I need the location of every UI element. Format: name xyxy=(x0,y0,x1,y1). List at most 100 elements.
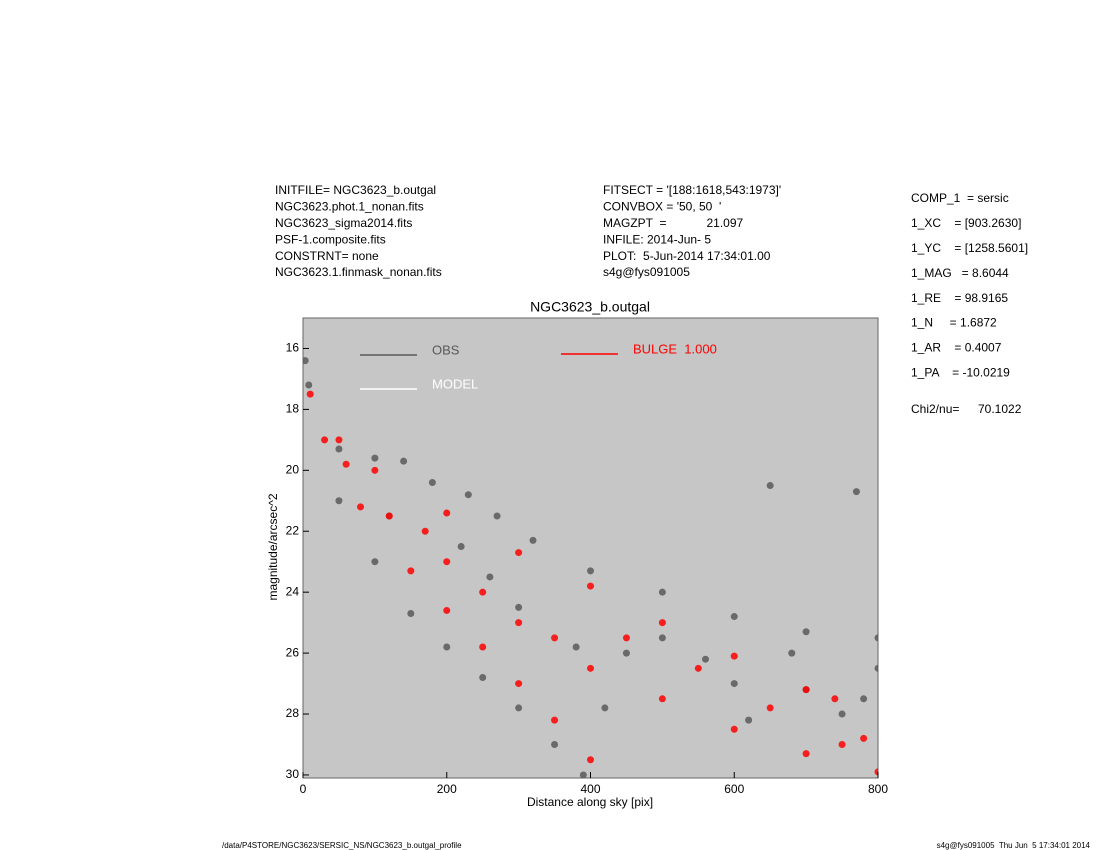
x-axis-label: Distance along sky [pix] xyxy=(527,795,653,809)
header-line: MAGZPT = 21.097 xyxy=(603,216,743,230)
data-point xyxy=(788,649,796,657)
fit-param: COMP_1 = sersic xyxy=(911,191,1009,205)
data-point xyxy=(860,695,868,703)
data-point xyxy=(730,725,738,733)
y-tick-label: 16 xyxy=(286,341,300,355)
data-point xyxy=(587,567,594,575)
data-point xyxy=(515,704,523,712)
data-point xyxy=(587,756,594,764)
y-tick-label: 24 xyxy=(286,584,300,598)
data-point xyxy=(874,768,878,776)
y-axis-label: magnitude/arcsec^2 xyxy=(266,493,280,600)
data-point xyxy=(551,716,559,724)
y-tick-label: 26 xyxy=(286,645,300,659)
data-point xyxy=(371,466,379,474)
y-tick-label: 28 xyxy=(286,706,300,720)
footer-left: /data/P4STORE/NGC3623/SERSIC_NS/NGC3623_… xyxy=(222,841,462,850)
chart-title: NGC3623_b.outgal xyxy=(530,299,650,315)
header-line: PSF-1.composite.fits xyxy=(275,232,386,246)
data-point xyxy=(838,740,846,748)
fit-param: 1_RE = 98.9165 xyxy=(911,291,1008,305)
data-point xyxy=(321,436,329,444)
data-point xyxy=(601,704,609,712)
data-point xyxy=(421,527,429,535)
data-point xyxy=(766,482,774,490)
y-tick-label: 22 xyxy=(286,523,300,537)
header-line: INITFILE= NGC3623_b.outgal xyxy=(275,183,436,197)
x-tick-label: 0 xyxy=(300,782,307,796)
data-point xyxy=(587,664,594,672)
data-point xyxy=(479,643,487,651)
data-point xyxy=(745,716,753,724)
legend-label: MODEL xyxy=(432,376,478,391)
x-tick-label: 400 xyxy=(580,782,600,796)
header-line: s4g@fys091005 xyxy=(603,265,690,279)
x-tick-label: 800 xyxy=(868,782,888,796)
data-point xyxy=(658,588,666,596)
data-point xyxy=(400,457,408,465)
data-point xyxy=(371,454,379,462)
data-point xyxy=(622,634,630,642)
header-line: NGC3623_sigma2014.fits xyxy=(275,216,412,230)
data-point xyxy=(486,573,494,581)
data-point xyxy=(464,491,472,499)
fit-param: 1_PA = -10.0219 xyxy=(911,365,1010,379)
data-point xyxy=(658,695,666,703)
data-point xyxy=(831,695,839,703)
data-point xyxy=(335,497,343,505)
data-point xyxy=(515,680,523,688)
data-point xyxy=(694,664,702,672)
data-point xyxy=(335,445,343,453)
data-point xyxy=(443,643,451,651)
header-line: PLOT: 5-Jun-2014 17:34:01.00 xyxy=(603,249,771,263)
fit-param: 1_N = 1.6872 xyxy=(911,316,997,330)
chi2-value: 70.1022 xyxy=(978,402,1022,416)
data-point xyxy=(852,488,860,496)
x-tick-label: 200 xyxy=(437,782,457,796)
data-point xyxy=(443,558,451,566)
chi2-label: Chi2/nu= xyxy=(911,402,959,416)
header-line: INFILE: 2014-Jun- 5 xyxy=(603,232,711,246)
footer-right: s4g@fys091005 Thu Jun 5 17:34:01 2014 xyxy=(937,841,1091,850)
data-point xyxy=(479,588,487,596)
data-point xyxy=(493,512,501,520)
data-point xyxy=(443,606,451,614)
data-point xyxy=(579,771,587,778)
header-line: CONVBOX = '50, 50 ' xyxy=(603,200,721,214)
data-point xyxy=(515,603,523,611)
legend-label: BULGE 1.000 xyxy=(633,341,717,356)
data-point xyxy=(802,628,810,636)
data-point xyxy=(572,643,580,651)
data-point xyxy=(306,390,314,398)
header-line: NGC3623.phot.1_nonan.fits xyxy=(275,200,424,214)
data-point xyxy=(860,734,868,742)
data-point xyxy=(838,710,846,718)
data-point xyxy=(515,619,523,627)
data-point xyxy=(371,558,379,566)
data-point xyxy=(658,634,666,642)
fit-param: 1_AR = 0.4007 xyxy=(911,341,1002,355)
data-point xyxy=(730,680,738,688)
y-tick-label: 18 xyxy=(286,402,300,416)
data-point xyxy=(702,655,709,663)
data-point xyxy=(551,740,559,748)
data-point xyxy=(730,613,738,621)
data-point xyxy=(874,634,878,642)
header-line: NGC3623.1.finmask_nonan.fits xyxy=(275,265,442,279)
y-tick-label: 20 xyxy=(286,462,300,476)
data-point xyxy=(428,479,436,487)
fit-param: 1_YC = [1258.5601] xyxy=(911,241,1028,255)
data-point xyxy=(529,536,537,544)
data-point xyxy=(658,619,666,627)
data-point xyxy=(335,436,343,444)
data-point xyxy=(802,686,810,694)
data-point xyxy=(587,582,594,590)
data-point xyxy=(357,503,364,511)
data-point xyxy=(407,609,415,617)
header-line: CONSTRNT= none xyxy=(275,249,379,263)
header-line: FITSECT = '[188:1618,543:1973]' xyxy=(603,183,781,197)
y-tick-label: 30 xyxy=(286,767,300,781)
data-point xyxy=(551,634,559,642)
data-point xyxy=(407,567,415,575)
